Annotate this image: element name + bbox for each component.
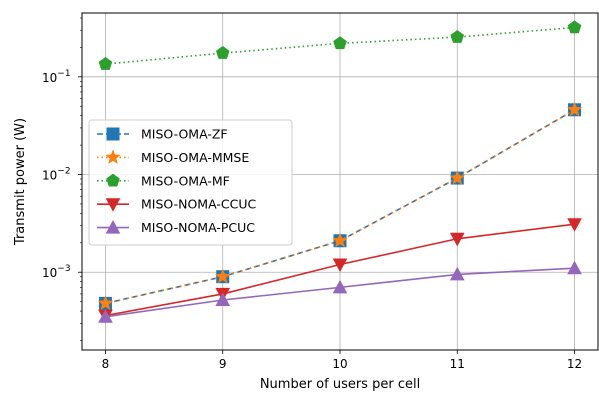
legend-marker [105, 149, 121, 165]
legend-label: MISO-OMA-MMSE [141, 150, 249, 165]
x-tick-label: 12 [567, 357, 582, 371]
series-point [97, 295, 114, 311]
legend-label: MISO-OMA-ZF [141, 127, 228, 142]
legend-marker [105, 220, 121, 234]
x-tick-label: 8 [102, 357, 110, 371]
x-axis-ticks: 8 9 10 11 12 [102, 350, 582, 371]
x-axis-label: Number of users per cell [260, 377, 420, 392]
series-point [98, 309, 113, 323]
legend-marker [105, 198, 121, 212]
x-tick-label: 10 [332, 357, 347, 371]
legend-label: MISO-NOMA-CCUC [141, 197, 256, 212]
series-group [98, 260, 582, 323]
series-point [332, 232, 348, 248]
series-point [214, 268, 231, 284]
series-group [98, 218, 582, 324]
series-group [97, 101, 583, 311]
series-point [567, 260, 582, 275]
legend-label: MISO-NOMA-PCUC [141, 220, 255, 235]
series-point [567, 20, 582, 34]
series-point [567, 218, 582, 232]
y-axis-ticks: 10−3 10−2 10−1 [42, 69, 82, 280]
y-tick-label: 10−2 [42, 167, 71, 183]
y-axis-label: Transmit power (W) [13, 118, 28, 246]
series-group [98, 20, 582, 70]
series-point [450, 29, 465, 43]
series-point [333, 36, 347, 50]
legend-box [88, 119, 293, 246]
series-point [449, 169, 466, 185]
series-point [98, 56, 113, 70]
legend: MISO-OMA-ZF MISO-OMA-MMSE MISO-OMA-MF MISO-… [88, 119, 293, 246]
series-point [332, 258, 348, 273]
y-tick-label: 10−1 [42, 69, 71, 85]
series-point [566, 101, 583, 117]
series-point [215, 45, 230, 59]
series-point [449, 232, 465, 247]
legend-label: MISO-OMA-MF [141, 173, 230, 188]
x-tick-label: 11 [450, 357, 465, 371]
legend-marker [106, 173, 120, 187]
x-tick-label: 9 [219, 357, 227, 371]
legend-marker [106, 127, 120, 141]
series-point [449, 266, 465, 281]
series-point [215, 292, 231, 306]
y-tick-label: 10−3 [42, 264, 71, 280]
plot-series [97, 20, 583, 324]
series-point [332, 279, 348, 294]
